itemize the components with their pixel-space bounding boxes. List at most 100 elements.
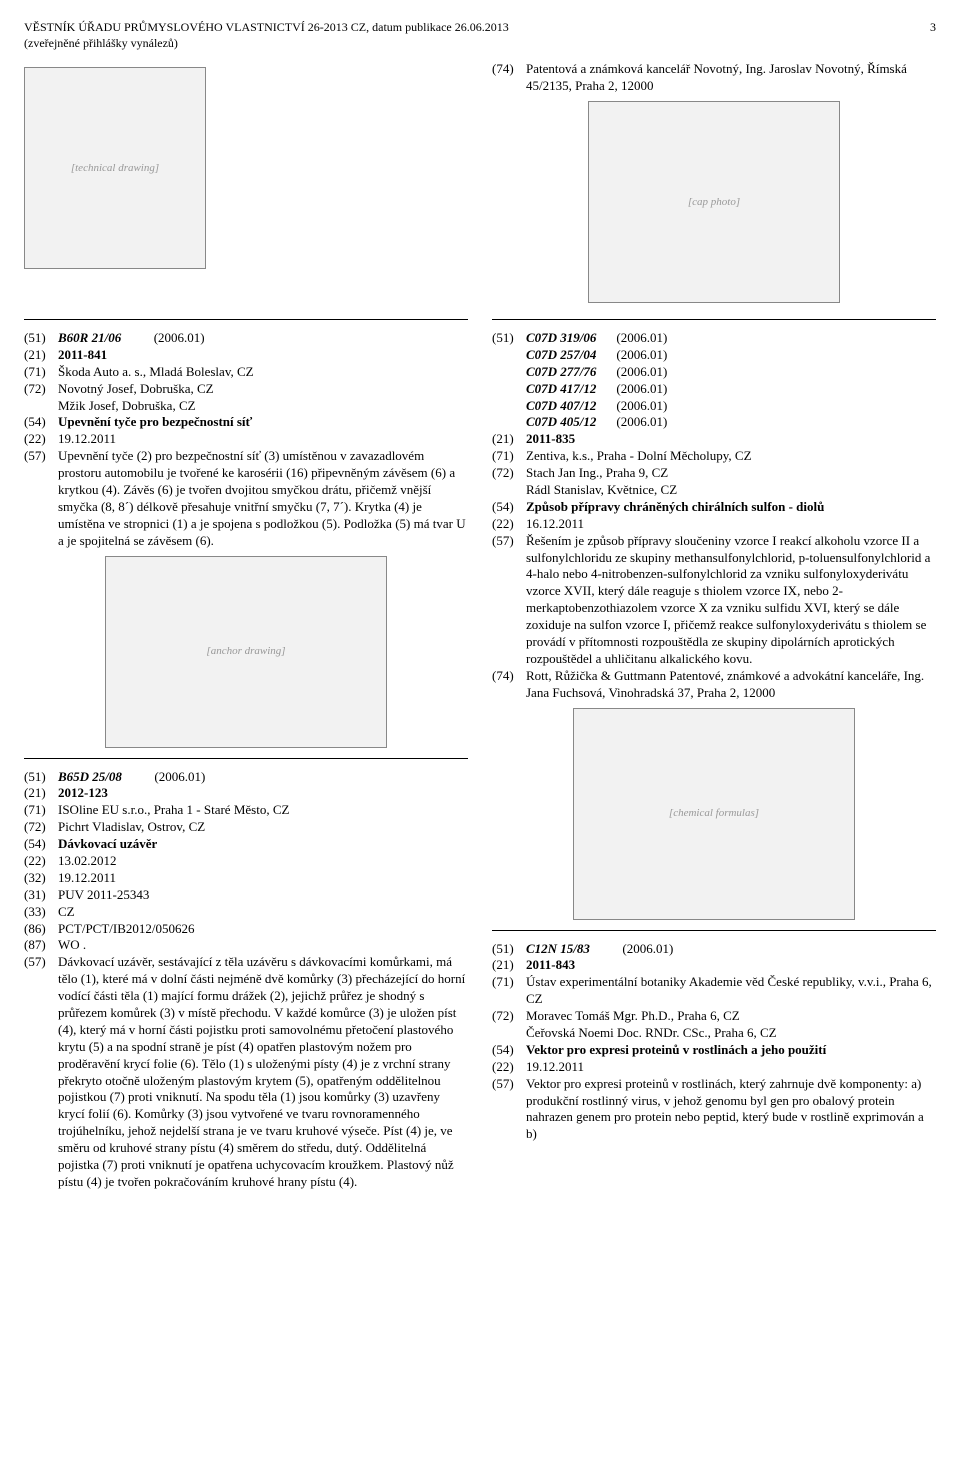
entry3-cls2a: C07D 277/76: [526, 364, 596, 379]
inid-22: (22): [24, 431, 58, 448]
entry2-87: WO .: [58, 937, 468, 954]
entry4-71: Ústav experimentální botaniky Akademie v…: [526, 974, 936, 1008]
inid-21: (21): [492, 431, 526, 448]
inid-72: (72): [24, 381, 58, 415]
entry2-71: ISOline EU s.r.o., Praha 1 - Staré Město…: [58, 802, 468, 819]
inid-21: (21): [24, 347, 58, 364]
header-line1: VĚSTNÍK ÚŘADU PRŮMYSLOVÉHO VLASTNICTVÍ 2…: [24, 20, 509, 34]
entry0-74: Patentová a známková kancelář Novotný, I…: [526, 61, 936, 95]
figure-drawing-1: [technical drawing]: [24, 67, 206, 269]
figure-drawing-2: [anchor drawing]: [105, 556, 387, 748]
inid-51: (51): [24, 769, 58, 786]
entry3-cls0b: (2006.01): [616, 330, 667, 347]
entry3-21: 2011-835: [526, 431, 936, 448]
entry4-22: 19.12.2011: [526, 1059, 936, 1076]
entry1-72b: Mžik Josef, Dobruška, CZ: [58, 398, 196, 413]
inid-57: (57): [24, 448, 58, 549]
inid-86: (86): [24, 921, 58, 938]
entry-2012-123: (51) B65D 25/08 (2006.01) (21)2012-123 (…: [24, 769, 468, 1191]
inid-33: (33): [24, 904, 58, 921]
inid-51: (51): [492, 330, 526, 431]
entry3-cls5a: C07D 405/12: [526, 414, 596, 429]
left-column: (51) B60R 21/06 (2006.01) (21)2011-841 (…: [24, 309, 468, 1191]
inid-72: (72): [24, 819, 58, 836]
entry4-51a: C12N 15/83: [526, 941, 590, 956]
inid-74: (74): [492, 668, 526, 702]
entry4-72b: Čeřovská Noemi Doc. RNDr. CSc., Praha 6,…: [526, 1025, 777, 1040]
entry4-72a: Moravec Tomáš Mgr. Ph.D., Praha 6, CZ: [526, 1008, 740, 1023]
inid-72: (72): [492, 1008, 526, 1042]
inid-31: (31): [24, 887, 58, 904]
divider: [24, 758, 468, 759]
inid-21: (21): [24, 785, 58, 802]
inid-72: (72): [492, 465, 526, 499]
divider: [492, 319, 936, 320]
entry3-cls5b: (2006.01): [616, 414, 667, 431]
entry2-51a: B65D 25/08: [58, 769, 122, 784]
header-line2: (zveřejněné přihlášky vynálezů): [24, 36, 178, 50]
entry1-22: 19.12.2011: [58, 431, 468, 448]
entry2-21: 2012-123: [58, 785, 468, 802]
entry3-74: Rott, Růžička & Guttmann Patentové, znám…: [526, 668, 936, 702]
inid-21: (21): [492, 957, 526, 974]
top-left-column: [technical drawing]: [24, 61, 468, 309]
entry-2011-843: (51) C12N 15/83 (2006.01) (21)2011-843 (…: [492, 941, 936, 1144]
inid-22: (22): [492, 516, 526, 533]
page-number: 3: [906, 20, 936, 36]
entry1-54: Upevnění tyče pro bezpečnostní síť: [58, 414, 468, 431]
entry4-51b: (2006.01): [622, 941, 673, 956]
inid-71: (71): [492, 974, 526, 1008]
divider: [24, 319, 468, 320]
entry1-72a: Novotný Josef, Dobruška, CZ: [58, 381, 214, 396]
entry3-72b: Rádl Stanislav, Květnice, CZ: [526, 482, 677, 497]
inid-57: (57): [492, 533, 526, 668]
inid-51: (51): [24, 330, 58, 347]
entry1-57: Upevnění tyče (2) pro bezpečnostní síť (…: [58, 448, 468, 549]
entry3-cls0a: C07D 319/06: [526, 330, 596, 345]
figure-photo-1: [cap photo]: [588, 101, 840, 303]
inid-71: (71): [24, 364, 58, 381]
inid-54: (54): [24, 414, 58, 431]
entry3-54: Způsob přípravy chráněných chirálních su…: [526, 499, 936, 516]
entry4-21: 2011-843: [526, 957, 936, 974]
entry3-71: Zentiva, k.s., Praha - Dolní Měcholupy, …: [526, 448, 936, 465]
entry1-21: 2011-841: [58, 347, 468, 364]
entry4-57: Vektor pro expresi proteinů v rostlinách…: [526, 1076, 936, 1144]
entry2-72: Pichrt Vladislav, Ostrov, CZ: [58, 819, 468, 836]
inid-54: (54): [24, 836, 58, 853]
entry2-51b: (2006.01): [154, 769, 205, 784]
entry3-cls4a: C07D 407/12: [526, 398, 596, 413]
inid-71: (71): [24, 802, 58, 819]
entry2-57: Dávkovací uzávěr, sestávající z těla uzá…: [58, 954, 468, 1190]
entry1-51a: B60R 21/06: [58, 330, 121, 345]
entry1-51b: (2006.01): [154, 330, 205, 345]
entry2-54: Dávkovací uzávěr: [58, 836, 468, 853]
entry2-31: PUV 2011-25343: [58, 887, 468, 904]
inid-22: (22): [24, 853, 58, 870]
entry2-33: CZ: [58, 904, 468, 921]
entry4-54: Vektor pro expresi proteinů v rostlinách…: [526, 1042, 936, 1059]
inid-51: (51): [492, 941, 526, 958]
inid-71: (71): [492, 448, 526, 465]
entry3-22: 16.12.2011: [526, 516, 936, 533]
entry3-cls3a: C07D 417/12: [526, 381, 596, 396]
entry3-cls3b: (2006.01): [616, 381, 667, 398]
entry3-cls1a: C07D 257/04: [526, 347, 596, 362]
entry3-72a: Stach Jan Ing., Praha 9, CZ: [526, 465, 668, 480]
header-text: VĚSTNÍK ÚŘADU PRŮMYSLOVÉHO VLASTNICTVÍ 2…: [24, 20, 906, 51]
inid-74: (74): [492, 61, 526, 95]
entry3-57: Řešením je způsob přípravy sloučeniny vz…: [526, 533, 936, 668]
entry2-32: 19.12.2011: [58, 870, 468, 887]
entry2-86: PCT/PCT/IB2012/050626: [58, 921, 468, 938]
inid-22: (22): [492, 1059, 526, 1076]
inid-57: (57): [24, 954, 58, 1190]
inid-54: (54): [492, 499, 526, 516]
entry1-71: Škoda Auto a. s., Mladá Boleslav, CZ: [58, 364, 468, 381]
divider: [492, 930, 936, 931]
inid-32: (32): [24, 870, 58, 887]
inid-87: (87): [24, 937, 58, 954]
entry2-22: 13.02.2012: [58, 853, 468, 870]
entry3-cls2b: (2006.01): [616, 364, 667, 381]
entry3-cls4b: (2006.01): [616, 398, 667, 415]
figure-chemical-formulas: [chemical formulas]: [573, 708, 855, 920]
